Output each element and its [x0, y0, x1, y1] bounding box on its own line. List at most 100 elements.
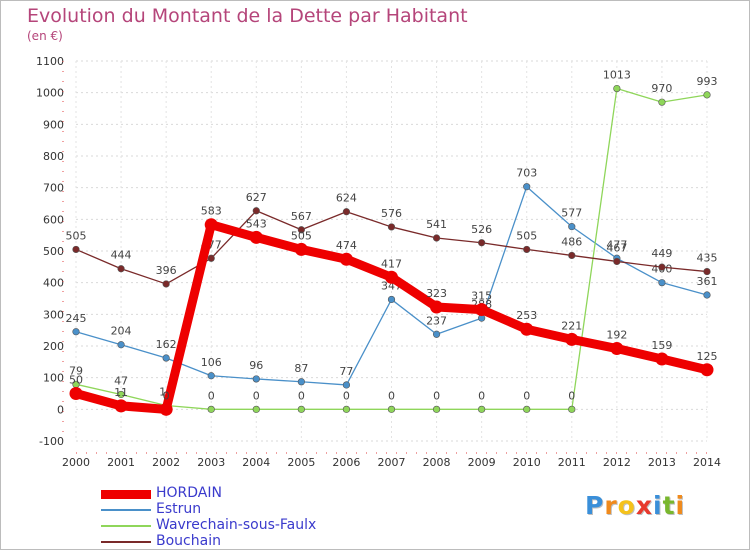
logo-letter: x — [635, 491, 653, 520]
y-tick-label: 0 — [57, 403, 64, 416]
data-label: 87 — [294, 362, 308, 375]
data-label: 0 — [478, 389, 485, 402]
data-label: 125 — [697, 350, 718, 363]
data-label: 624 — [336, 192, 357, 205]
data-label: 583 — [201, 205, 222, 218]
data-point — [432, 234, 441, 242]
data-point — [117, 390, 125, 399]
data-point — [520, 322, 534, 336]
data-label: 315 — [471, 290, 492, 303]
x-tick-label: 2010 — [513, 456, 541, 469]
data-label: 627 — [246, 191, 267, 204]
data-label: 0 — [523, 389, 530, 402]
data-label: 361 — [697, 275, 718, 288]
data-point — [252, 375, 260, 383]
legend-label: Wavrechain-sous-Faulx — [156, 517, 317, 533]
legend-swatch — [101, 541, 151, 543]
data-label: 0 — [568, 389, 575, 402]
data-label: 0 — [163, 389, 170, 402]
data-point — [430, 300, 444, 314]
data-label: 0 — [298, 389, 305, 402]
data-label: 505 — [66, 229, 87, 242]
data-label: 576 — [381, 207, 402, 220]
data-label: 237 — [426, 314, 447, 327]
data-point — [613, 257, 621, 266]
data-point — [204, 218, 218, 232]
data-point — [207, 254, 215, 262]
y-tick-label: 1100 — [36, 55, 64, 68]
x-tick-label: 2007 — [378, 456, 406, 469]
logo-letter: t — [662, 491, 676, 520]
data-point — [432, 405, 441, 413]
data-label: 396 — [156, 264, 177, 277]
data-point — [342, 405, 351, 413]
data-point — [387, 223, 396, 231]
y-tick-label: 100 — [43, 372, 64, 385]
data-point — [117, 265, 125, 273]
x-tick-label: 2003 — [197, 456, 225, 469]
data-point — [658, 263, 666, 271]
data-point — [432, 330, 441, 338]
data-label: 79 — [69, 364, 83, 377]
logo-letter: i — [653, 491, 663, 520]
data-label: 192 — [606, 329, 627, 342]
chart-title: Evolution du Montant de la Dette par Hab… — [27, 5, 468, 27]
data-label: 253 — [516, 309, 537, 322]
y-tick-label: -100 — [39, 435, 64, 448]
data-label: 970 — [651, 82, 672, 95]
x-tick-label: 2006 — [332, 456, 360, 469]
data-point — [703, 291, 711, 299]
y-tick-label: 400 — [43, 277, 64, 290]
data-label: 577 — [561, 207, 582, 220]
data-point — [297, 226, 305, 234]
x-tick-label: 2012 — [603, 456, 631, 469]
data-label: 703 — [516, 167, 537, 180]
data-label: 96 — [249, 359, 263, 372]
x-tick-label: 2014 — [693, 456, 721, 469]
x-tick-label: 2011 — [558, 456, 586, 469]
proxiti-logo: Proxiti — [585, 491, 685, 520]
y-tick-label: 600 — [43, 213, 64, 226]
data-label: 449 — [651, 247, 672, 260]
data-label: 47 — [114, 374, 128, 387]
data-point — [658, 98, 666, 106]
data-point — [117, 341, 125, 349]
data-label: 444 — [111, 249, 132, 262]
data-point — [387, 295, 396, 304]
legend-label: Bouchain — [156, 533, 221, 549]
chart-unit: (en €) — [27, 29, 63, 43]
data-point — [207, 405, 215, 413]
data-point — [568, 223, 576, 231]
y-tick-label: 500 — [43, 245, 64, 258]
data-point — [475, 303, 489, 317]
data-label: 1013 — [603, 69, 631, 82]
data-label: 993 — [697, 75, 718, 88]
data-label: 505 — [291, 229, 312, 242]
logo-letter: i — [675, 491, 686, 520]
data-point — [207, 372, 215, 380]
data-label: 0 — [388, 389, 395, 402]
data-label: 50 — [69, 374, 83, 387]
data-label: 11 — [114, 386, 128, 399]
data-label: 541 — [426, 218, 447, 231]
data-label: 567 — [291, 210, 312, 223]
data-label: 435 — [697, 252, 718, 265]
data-point — [159, 402, 173, 416]
x-tick-label: 2004 — [242, 456, 270, 469]
data-label: 245 — [66, 312, 87, 325]
legend-swatch — [101, 489, 151, 499]
data-point — [114, 399, 128, 413]
data-label: 323 — [426, 287, 447, 300]
data-point — [703, 267, 711, 276]
x-tick-label: 2005 — [287, 456, 315, 469]
logo-letter: P — [585, 491, 605, 520]
data-point — [523, 245, 531, 254]
data-point — [249, 230, 263, 244]
data-point — [162, 354, 170, 362]
data-point — [523, 183, 531, 191]
data-point — [294, 242, 308, 256]
data-point — [342, 208, 351, 216]
legend-swatch — [101, 509, 151, 511]
